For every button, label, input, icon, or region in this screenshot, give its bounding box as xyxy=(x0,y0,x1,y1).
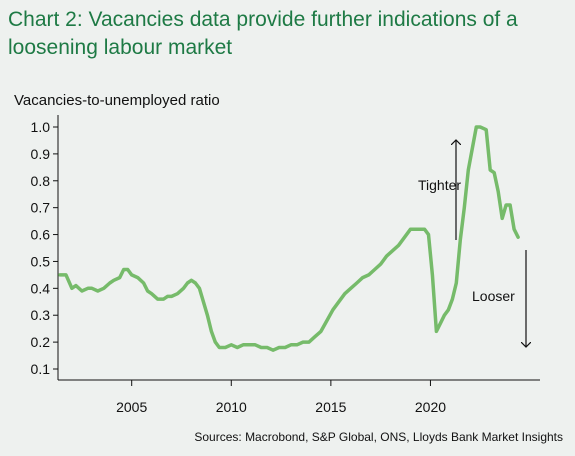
series-lines xyxy=(58,125,520,352)
annotation-looser: Looser xyxy=(472,288,515,304)
y-tick-label: 0.2 xyxy=(31,334,51,350)
y-tick-label: 0.3 xyxy=(31,307,51,323)
x-tick-label: 2005 xyxy=(116,399,147,415)
chart-title: Chart 2: Vacancies data provide further … xyxy=(8,8,518,59)
y-tick-label: 0.1 xyxy=(31,361,51,377)
y-tick-label: 0.7 xyxy=(31,200,51,216)
x-tick-label: 2010 xyxy=(216,399,247,415)
series-line xyxy=(58,125,520,352)
y-tick-label: 0.5 xyxy=(31,253,51,269)
annotations: Tighter Looser xyxy=(418,140,526,347)
y-axis-ticks: 0.1 0.2 0.3 0.4 0.5 0.6 0.7 0.8 0.9 1.0 xyxy=(31,119,58,377)
x-tick-label: 2015 xyxy=(315,399,346,415)
chart-axes xyxy=(57,115,540,381)
y-tick-label: 0.9 xyxy=(31,146,51,162)
y-axis-label: Vacancies-to-unemployed ratio xyxy=(14,92,220,109)
y-tick-label: 0.8 xyxy=(31,173,51,189)
y-tick-label: 0.4 xyxy=(31,280,51,296)
x-tick-label: 2020 xyxy=(415,399,446,415)
source-note: Sources: Macrobond, S&P Global, ONS, Llo… xyxy=(194,430,563,444)
y-tick-label: 0.6 xyxy=(31,227,51,243)
y-tick-label: 1.0 xyxy=(31,119,51,135)
annotation-tighter: Tighter xyxy=(418,177,461,193)
x-axis-ticks: 2005 2010 2015 2020 xyxy=(116,380,446,415)
